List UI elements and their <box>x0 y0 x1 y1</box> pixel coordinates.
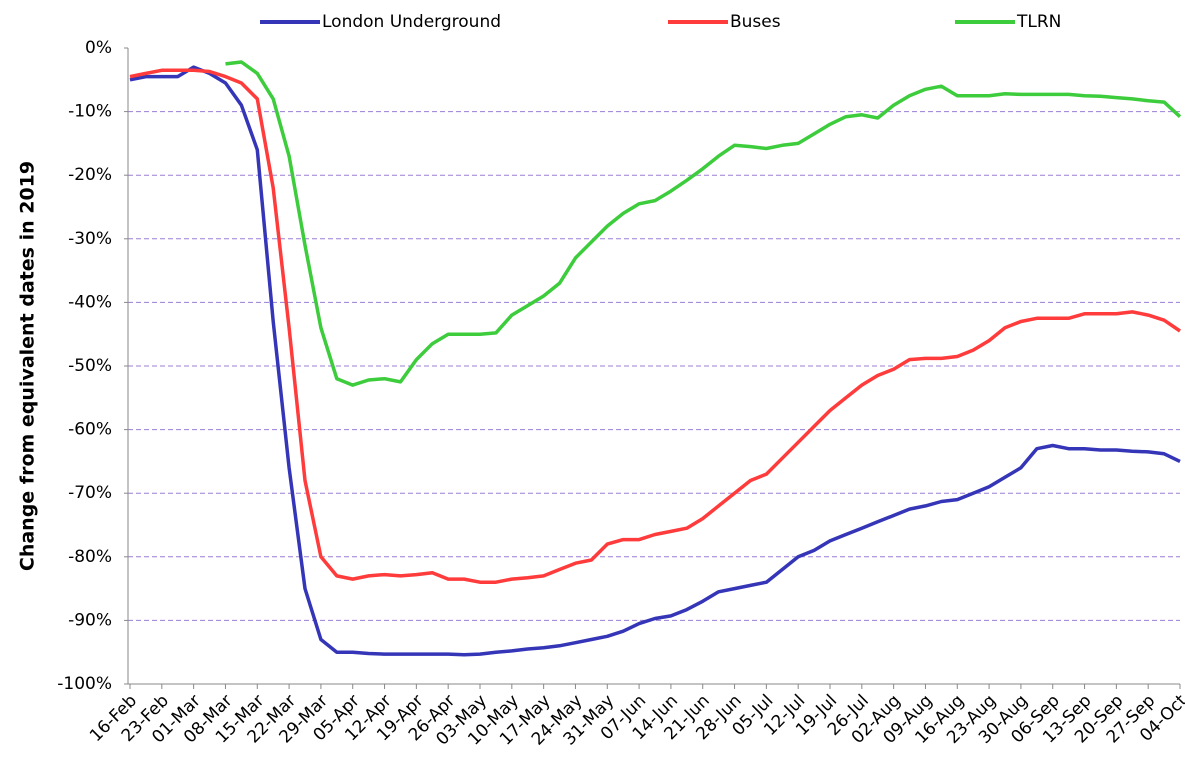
y-tick-label: 0% <box>85 38 112 58</box>
series-line <box>129 65 1181 657</box>
legend-label: London Underground <box>322 12 501 32</box>
legend-label: Buses <box>730 12 781 32</box>
y-tick-label: -80% <box>68 547 112 567</box>
legend-label: TLRN <box>1016 12 1061 32</box>
y-tick-label: -50% <box>68 356 112 376</box>
y-tick-label: -40% <box>68 292 112 312</box>
y-tick-label: -60% <box>68 420 112 440</box>
y-tick-label: -100% <box>57 674 112 694</box>
series-line <box>225 60 1182 387</box>
y-tick-label: -20% <box>68 165 112 185</box>
y-tick-label: -70% <box>68 483 112 503</box>
y-tick-label: -30% <box>68 229 112 249</box>
series-line <box>129 68 1181 584</box>
y-tick-label: -90% <box>68 610 112 630</box>
y-tick-label: -10% <box>68 102 112 122</box>
y-axis-label: Change from equivalent dates in 2019 <box>17 161 39 571</box>
